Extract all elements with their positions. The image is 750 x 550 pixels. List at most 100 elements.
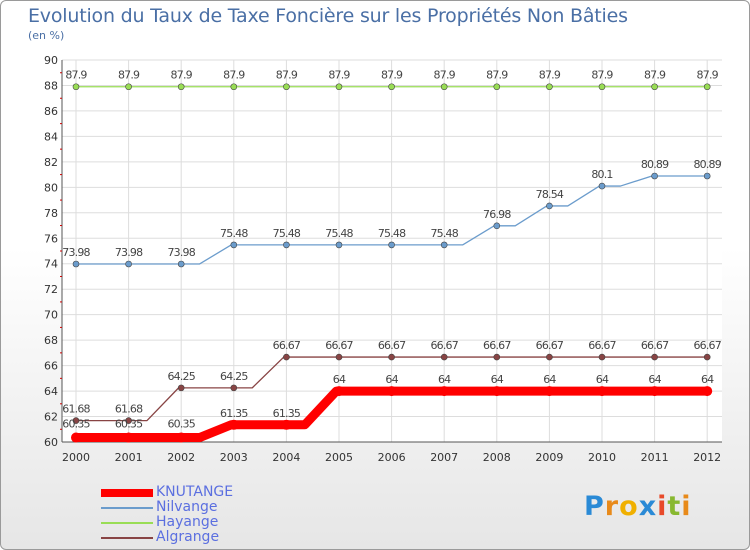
point-knutange bbox=[176, 432, 187, 443]
y-tick-label: 90 bbox=[44, 54, 58, 67]
legend-item-algrange: Algrange bbox=[101, 530, 301, 545]
point-algrange bbox=[546, 353, 553, 361]
data-label-nilvange: 73.98 bbox=[167, 246, 195, 259]
point-hayange bbox=[651, 83, 658, 91]
x-tick-label: 2000 bbox=[62, 451, 90, 464]
y-tick-label: 78 bbox=[44, 207, 58, 220]
point-nilvange bbox=[546, 202, 553, 210]
y-tick-label: 70 bbox=[44, 309, 58, 322]
data-label-knutange: 64 bbox=[491, 373, 504, 386]
data-label-knutange: 64 bbox=[648, 373, 661, 386]
data-label-hayange: 87.9 bbox=[697, 69, 719, 82]
point-knutange bbox=[71, 432, 81, 443]
y-tick-label: 76 bbox=[44, 232, 58, 245]
legend-label: KNUTANGE bbox=[156, 484, 234, 500]
x-tick-label: 2011 bbox=[641, 451, 669, 464]
data-label-algrange: 66.67 bbox=[536, 339, 564, 352]
data-label-knutange: 64 bbox=[543, 373, 556, 386]
point-knutange bbox=[386, 386, 397, 397]
data-label-nilvange: 75.48 bbox=[325, 227, 353, 240]
y-tick-label: 82 bbox=[44, 156, 58, 169]
data-label-nilvange: 73.98 bbox=[62, 246, 90, 259]
legend-item-hayange: Hayange bbox=[101, 515, 301, 530]
point-nilvange bbox=[72, 260, 80, 268]
logo-letter: P bbox=[584, 491, 605, 522]
data-label-knutange: 64 bbox=[701, 373, 714, 386]
legend-swatch bbox=[101, 522, 153, 524]
data-label-knutange: 60.35 bbox=[115, 418, 143, 431]
x-tick-label: 2005 bbox=[325, 451, 353, 464]
data-label-hayange: 87.9 bbox=[65, 69, 87, 82]
y-tick-label: 88 bbox=[44, 79, 58, 92]
data-label-nilvange: 75.48 bbox=[220, 227, 248, 240]
logo-letter: t bbox=[667, 491, 682, 522]
data-label-hayange: 87.9 bbox=[223, 69, 245, 82]
legend-label: Nilvange bbox=[156, 499, 218, 515]
y-tick-label: 84 bbox=[44, 130, 58, 143]
logo-letter: i bbox=[657, 491, 668, 522]
point-hayange bbox=[546, 83, 553, 91]
legend: KNUTANGE Nilvange Hayange Algrange bbox=[101, 485, 301, 545]
data-label-hayange: 87.9 bbox=[328, 69, 350, 82]
point-algrange bbox=[230, 384, 238, 392]
x-tick-label: 2007 bbox=[430, 451, 458, 464]
data-label-algrange: 66.67 bbox=[273, 339, 301, 352]
point-algrange bbox=[651, 353, 658, 361]
data-label-nilvange: 73.98 bbox=[115, 246, 143, 259]
legend-item-nilvange: Nilvange bbox=[101, 500, 301, 515]
point-knutange bbox=[597, 386, 607, 397]
point-hayange bbox=[177, 83, 185, 91]
proxiti-logo: Proxiti bbox=[584, 491, 692, 522]
point-hayange bbox=[703, 83, 711, 91]
data-label-nilvange: 80.89 bbox=[641, 158, 669, 171]
x-tick-label: 2012 bbox=[693, 451, 721, 464]
data-label-nilvange: 75.48 bbox=[273, 227, 301, 240]
data-label-knutange: 64 bbox=[385, 373, 398, 386]
point-knutange bbox=[228, 419, 239, 430]
legend-item-knutange: KNUTANGE bbox=[101, 485, 301, 500]
point-nilvange bbox=[388, 241, 395, 249]
y-tick-label: 68 bbox=[44, 334, 58, 347]
y-tick-label: 86 bbox=[44, 105, 58, 118]
point-hayange bbox=[72, 83, 80, 91]
point-algrange bbox=[598, 353, 606, 361]
point-knutange bbox=[123, 432, 134, 443]
point-algrange bbox=[493, 353, 501, 361]
point-knutange bbox=[702, 386, 713, 397]
point-hayange bbox=[125, 83, 132, 91]
data-label-hayange: 87.9 bbox=[118, 69, 140, 82]
data-label-knutange: 64 bbox=[596, 373, 609, 386]
y-tick-label: 64 bbox=[44, 385, 58, 398]
point-nilvange bbox=[651, 172, 658, 180]
data-label-knutange: 61.35 bbox=[220, 407, 248, 420]
point-nilvange bbox=[703, 172, 711, 180]
data-label-algrange: 66.67 bbox=[483, 339, 511, 352]
data-label-hayange: 87.9 bbox=[381, 69, 403, 82]
chart-subtitle: (en %) bbox=[28, 29, 65, 42]
data-label-algrange: 66.67 bbox=[693, 339, 721, 352]
point-hayange bbox=[493, 83, 501, 91]
x-tick-label: 2006 bbox=[378, 451, 406, 464]
point-algrange bbox=[335, 353, 343, 361]
point-hayange bbox=[230, 83, 238, 91]
point-nilvange bbox=[598, 182, 606, 190]
legend-label: Hayange bbox=[156, 514, 219, 530]
x-tick-label: 2004 bbox=[272, 451, 300, 464]
point-hayange bbox=[388, 83, 395, 91]
data-label-knutange: 64 bbox=[333, 373, 346, 386]
y-tick-label: 60 bbox=[44, 436, 58, 449]
y-tick-label: 62 bbox=[44, 411, 58, 424]
data-label-hayange: 87.9 bbox=[434, 69, 456, 82]
point-algrange bbox=[177, 384, 185, 392]
legend-swatch bbox=[101, 537, 153, 539]
point-nilvange bbox=[335, 241, 343, 249]
logo-letter: o bbox=[619, 491, 639, 522]
x-tick-label: 2009 bbox=[535, 451, 563, 464]
point-nilvange bbox=[177, 260, 185, 268]
data-label-hayange: 87.9 bbox=[644, 69, 666, 82]
point-knutange bbox=[649, 386, 660, 397]
point-algrange bbox=[440, 353, 448, 361]
point-nilvange bbox=[440, 241, 448, 249]
